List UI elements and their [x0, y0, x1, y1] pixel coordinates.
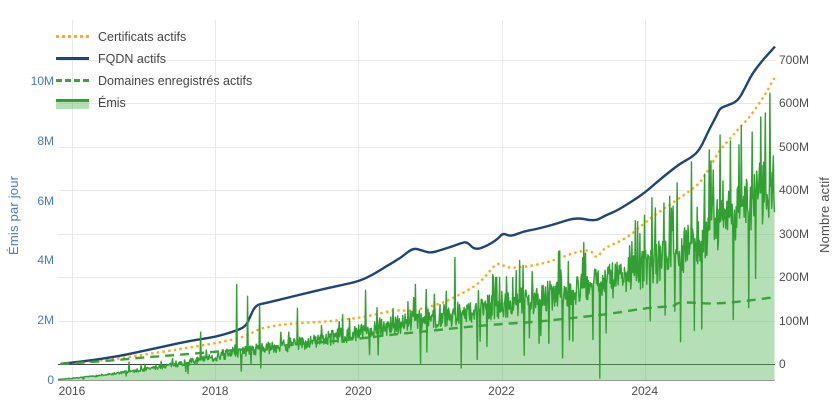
y-left-tick-label: 8M — [37, 133, 54, 148]
legend: Certificats actifs FQDN actifs Domaines … — [56, 29, 252, 110]
y-right-tick-label: 600M — [779, 96, 810, 111]
legend-item-certificats-actifs[interactable]: Certificats actifs — [56, 29, 252, 44]
legend-label: Domaines enregistrés actifs — [98, 73, 253, 88]
y-right-tick-label: 200M — [779, 270, 810, 285]
y-left-tick-label: 6M — [37, 193, 54, 208]
legend-label: FQDN actifs — [98, 51, 167, 66]
dashed-line-swatch-icon — [56, 79, 89, 82]
x-tick-label: 2018 — [201, 384, 229, 398]
x-tick-label: 2022 — [488, 384, 515, 398]
y-right-axis-title: Nombre actif — [817, 176, 832, 253]
x-tick-label: 2016 — [58, 384, 86, 398]
legend-label: Émis — [98, 95, 126, 110]
y-left-tick-label: 0 — [47, 373, 54, 387]
y-right-tick-label: 700M — [779, 52, 810, 67]
solid-line-swatch-icon — [56, 57, 89, 60]
legend-label: Certificats actifs — [98, 29, 187, 44]
y-right-tick-label: 100M — [779, 313, 810, 328]
legend-item-fqdn-actifs[interactable]: FQDN actifs — [56, 51, 252, 66]
y-right-tick-label: 500M — [779, 139, 810, 154]
legend-item-domaines-enregistres-actifs[interactable]: Domaines enregistrés actifs — [56, 73, 252, 88]
area-band-swatch-icon — [56, 97, 89, 109]
y-left-tick-label: 10M — [30, 74, 54, 89]
y-right-tick-label: 0 — [779, 356, 786, 371]
y-left-axis-title: Émis par jour — [6, 175, 21, 256]
y-right-tick-label: 300M — [779, 226, 810, 241]
x-tick-label: 2020 — [344, 384, 372, 398]
y-left-tick-label: 4M — [37, 253, 54, 268]
legend-item-emis[interactable]: Émis — [56, 95, 252, 110]
dotted-line-swatch-icon — [56, 35, 89, 38]
x-tick-label: 2024 — [631, 384, 659, 398]
y-right-tick-label: 400M — [779, 183, 810, 198]
y-left-tick-label: 2M — [37, 313, 54, 328]
